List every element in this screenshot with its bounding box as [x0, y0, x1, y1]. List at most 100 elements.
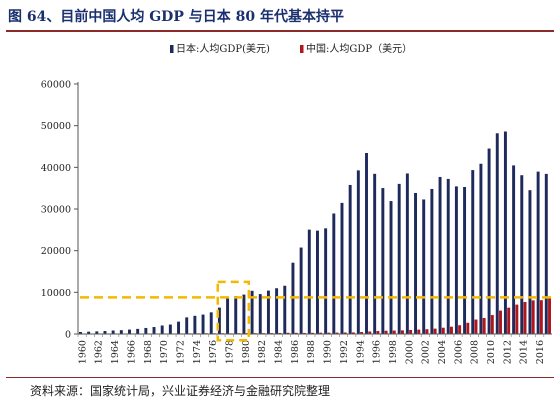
- bar-japan-1989: [316, 230, 319, 335]
- bar-japan-1998: [389, 201, 393, 334]
- bar-china-2017: [548, 297, 551, 334]
- bar-china-1994: [360, 332, 364, 334]
- bar-japan-1965: [119, 330, 123, 334]
- bar-china-1995: [368, 331, 372, 334]
- bar-japan-2000: [405, 173, 409, 334]
- bar-china-1989: [319, 332, 323, 334]
- bar-china-1997: [384, 330, 388, 334]
- x-tick-label: 2012: [502, 340, 513, 364]
- bar-japan-1971: [168, 324, 172, 334]
- x-tick-label: 2014: [519, 340, 530, 364]
- bar-china-2001: [417, 329, 421, 334]
- bar-japan-1982: [258, 294, 262, 334]
- bar-china-1986: [294, 332, 298, 334]
- bar-china-2006: [458, 325, 462, 334]
- bar-japan-1978: [226, 297, 230, 334]
- x-tick-label: 1966: [126, 340, 137, 364]
- x-tick-label: 1982: [257, 340, 268, 364]
- bar-japan-1975: [201, 314, 205, 334]
- bar-china-1990: [327, 332, 331, 334]
- x-tick-label: 2006: [453, 340, 464, 364]
- bar-china-2012: [507, 307, 511, 334]
- bar-japan-2005: [446, 178, 450, 334]
- bar-japan-1985: [283, 285, 287, 334]
- bar-china-2007: [466, 322, 470, 334]
- y-tick-label: 40000: [41, 163, 71, 174]
- y-tick-label: 50000: [41, 121, 71, 132]
- bar-china-2003: [433, 328, 437, 334]
- bar-china-2011: [499, 310, 502, 334]
- bar-japan-1976: [209, 312, 213, 334]
- legend-label-china: 中国:人均GDP（美元）: [306, 42, 412, 55]
- bar-japan-1979: [234, 296, 238, 334]
- legend-label-japan: 日本:人均GDP(美元): [176, 42, 270, 55]
- x-tick-label: 2016: [535, 340, 546, 364]
- title-divider: [6, 30, 554, 32]
- bar-china-1984: [278, 332, 282, 334]
- y-tick-label: 20000: [41, 246, 71, 257]
- bar-japan-1974: [193, 315, 197, 334]
- y-tick-label: 10000: [41, 288, 71, 299]
- x-tick-label: 1992: [339, 340, 350, 364]
- bar-japan-1977: [217, 307, 221, 335]
- legend-swatch-japan: [170, 45, 174, 53]
- highlight-box: [216, 280, 251, 342]
- x-tick-label: 2004: [437, 340, 448, 364]
- bar-japan-2004: [438, 176, 442, 334]
- x-tick-label: 1990: [323, 340, 334, 364]
- legend: 日本:人均GDP(美元) 中国:人均GDP（美元）: [170, 42, 412, 55]
- x-tick-label: 1998: [388, 340, 399, 364]
- bar-china-1996: [376, 331, 380, 334]
- bar-japan-1988: [307, 229, 311, 335]
- bar-japan-2016: [536, 171, 540, 335]
- bar-japan-1962: [95, 331, 99, 335]
- x-tick-label: 1988: [306, 340, 317, 364]
- bar-china-1987: [302, 332, 306, 334]
- bar-china-2013: [515, 304, 519, 334]
- bar-japan-1972: [177, 321, 181, 335]
- source-divider: [6, 377, 554, 378]
- bars: [79, 131, 551, 335]
- bar-japan-1960: [79, 332, 82, 334]
- y-axis: 0 10000 20000 30000 40000 50000 60000: [41, 80, 79, 341]
- bar-china-1988: [311, 332, 314, 334]
- figure-title: 图 64、目前中国人均 GDP 与日本 80 年代基本持平: [8, 9, 344, 25]
- bar-japan-1963: [103, 331, 107, 334]
- x-tick-label: 1980: [241, 340, 252, 364]
- bar-china-2014: [523, 302, 527, 334]
- bar-japan-1961: [87, 331, 91, 334]
- x-tick-label: 1970: [159, 340, 170, 364]
- bar-japan-2012: [503, 131, 507, 334]
- bar-japan-1999: [397, 183, 401, 335]
- bar-japan-1995: [365, 153, 368, 334]
- x-tick-label: 1972: [175, 340, 186, 364]
- bar-japan-1984: [275, 288, 279, 334]
- bar-japan-1968: [144, 327, 148, 334]
- bar-japan-2007: [463, 187, 467, 334]
- bar-japan-1967: [136, 328, 140, 335]
- bar-japan-1966: [128, 329, 131, 334]
- bar-china-2004: [441, 327, 445, 334]
- x-tick-label: 1984: [274, 340, 285, 364]
- x-tick-label: 1968: [143, 340, 154, 364]
- bar-china-2008: [474, 319, 478, 334]
- x-tick-label: 2010: [486, 340, 497, 364]
- bar-japan-1997: [381, 188, 385, 334]
- bar-china-2002: [425, 329, 429, 334]
- bar-japan-1981: [250, 290, 254, 334]
- bar-japan-2006: [454, 186, 458, 335]
- x-tick-label: 1986: [290, 340, 301, 364]
- bar-japan-2014: [520, 175, 524, 334]
- bar-japan-2010: [487, 148, 491, 334]
- y-tick-label: 0: [65, 330, 71, 341]
- bar-china-2015: [531, 300, 535, 334]
- x-tick-label: 1964: [110, 340, 121, 364]
- x-tick-label: 2000: [404, 340, 415, 364]
- bar-japan-1983: [266, 290, 270, 334]
- bar-japan-1996: [373, 173, 377, 334]
- bar-china-1985: [286, 332, 290, 334]
- bar-china-2010: [490, 315, 494, 334]
- bar-china-2000: [409, 330, 413, 334]
- bar-japan-2003: [430, 188, 434, 334]
